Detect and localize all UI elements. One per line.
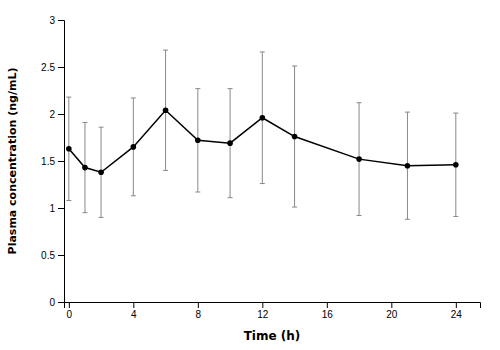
x-tick-label: 16 [322,309,334,320]
x-axis: 0 4 8 12 16 20 24 [65,302,481,320]
marker [131,144,137,150]
y-tick-mark [58,302,64,303]
marker [98,169,104,175]
marker [260,115,266,121]
x-tick-label: 0 [67,309,73,320]
x-tick-mark [198,302,199,308]
x-tick-mark [262,302,263,308]
y-tick: 3 [49,15,64,26]
error-bars [66,50,458,219]
y-tick-label: 2.5 [41,62,55,73]
marker [82,165,88,171]
error-bar [66,97,71,200]
marker [66,146,72,152]
y-tick-label: 2 [49,109,55,120]
y-tick-label: 1.5 [41,156,55,167]
x-tick-mark [391,302,392,308]
y-axis: 0 0.5 1 1.5 2 2.5 3 [41,15,64,308]
y-axis-title: Plasma concentration (ng/mL) [6,68,19,255]
y-tick: 0.5 [41,250,64,261]
x-tick: 20 [386,302,398,320]
x-tick: 0 [67,302,73,320]
y-tick-mark [58,20,64,21]
error-bar [195,89,200,192]
x-tick-mark [133,302,134,308]
error-bar [228,89,233,198]
x-tick-mark [327,302,328,308]
marker [356,156,362,162]
error-bar [131,98,136,196]
y-axis-line [58,21,65,303]
error-bar [163,50,168,170]
x-tick: 4 [131,302,137,320]
y-tick-label: 1 [49,203,55,214]
y-tick: 2 [49,109,64,120]
y-tick-mark [58,114,64,115]
y-tick: 1.5 [41,156,64,167]
y-tick-mark [58,208,64,209]
marker [405,163,411,169]
x-axis-title: Time (h) [244,329,301,343]
marker [195,138,201,144]
y-tick-mark [58,161,64,162]
y-tick: 0 [49,297,64,308]
y-tick-label: 3 [49,15,55,26]
x-tick-label: 4 [131,309,137,320]
chart: 0 4 8 12 16 20 24 0 0.5 1 1.5 2 2.5 3 Time (h) Plasma c… [0,0,500,350]
error-bar [260,52,265,184]
x-axis-line [65,303,481,309]
error-bar [292,66,297,207]
y-tick-label: 0.5 [41,250,55,261]
y-tick: 1 [49,203,64,214]
error-bar [82,122,87,212]
marker [453,162,459,168]
markers [66,107,459,175]
x-tick-label: 12 [257,309,269,320]
y-tick-mark [58,67,64,68]
x-tick: 24 [451,302,463,320]
error-bar [453,113,458,216]
x-tick-label: 24 [451,309,463,320]
error-bar [99,127,104,217]
error-bar [405,112,410,219]
y-tick: 2.5 [41,62,64,73]
x-tick-label: 8 [196,309,202,320]
marker [292,134,298,140]
x-tick-label: 20 [386,309,398,320]
y-tick-mark [58,255,64,256]
x-tick-mark [456,302,457,308]
marks [66,50,459,219]
x-tick: 12 [257,302,269,320]
plot: 0 4 8 12 16 20 24 0 0.5 1 1.5 2 2.5 3 [41,15,480,320]
error-bar [357,103,362,216]
x-tick: 8 [196,302,202,320]
y-tick-label: 0 [49,297,55,308]
x-tick: 16 [322,302,334,320]
marker [227,140,233,146]
marker [163,107,169,113]
x-tick-mark [69,302,70,308]
line [69,110,456,172]
